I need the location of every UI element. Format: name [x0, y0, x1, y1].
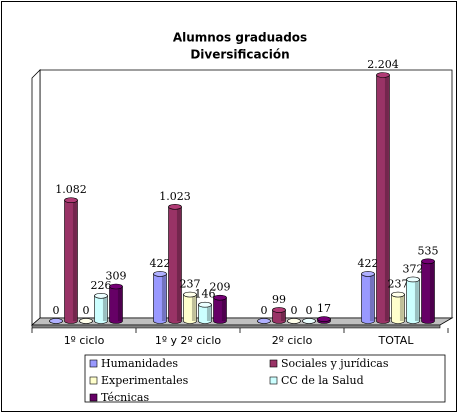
x-tick-label: 2º ciclo: [272, 334, 313, 347]
legend-label: Sociales y jurídicas: [281, 357, 389, 370]
bar: [376, 72, 390, 324]
bar-top: [317, 316, 331, 322]
bar-top: [361, 271, 375, 277]
bar-top: [421, 258, 435, 265]
legend-swatch: [89, 376, 98, 385]
legend-label: CC de la Salud: [281, 374, 364, 387]
bar-top: [183, 291, 197, 298]
bar: [391, 291, 405, 324]
bar-shade: [102, 295, 107, 321]
bar: [213, 294, 227, 324]
bar: [287, 318, 301, 324]
x-tick-label: 1º ciclo: [64, 334, 105, 347]
data-label: 237: [388, 278, 409, 291]
bar: [153, 271, 167, 324]
bar-shade: [176, 206, 181, 321]
data-label: 0: [306, 304, 313, 317]
data-label: 535: [418, 244, 439, 257]
data-label: 372: [403, 262, 424, 275]
bar-top: [302, 318, 316, 324]
data-label: 146: [195, 288, 216, 301]
legend-swatch: [269, 376, 278, 385]
legend-swatch: [89, 359, 98, 368]
bar-top: [376, 72, 390, 78]
bar-top: [213, 294, 227, 301]
bar: [183, 291, 197, 324]
legend: [84, 354, 446, 403]
bar: [94, 292, 108, 324]
data-label: 209: [210, 281, 231, 294]
legend-swatch: [89, 393, 98, 402]
bar: [302, 318, 316, 324]
bar-top: [168, 204, 182, 210]
bar: [406, 276, 420, 324]
bar-top: [287, 318, 301, 324]
legend-label: Técnicas: [101, 391, 149, 404]
bar: [109, 283, 123, 324]
bar-top: [64, 197, 78, 204]
data-label: 17: [317, 302, 331, 315]
bar-shade: [280, 309, 285, 321]
data-label: 0: [53, 304, 60, 317]
bar-shade: [161, 273, 166, 321]
bar-top: [49, 318, 63, 324]
chart-subtitle: Diversificación: [190, 48, 289, 62]
bar-top: [153, 271, 167, 277]
bar-shade: [369, 273, 374, 321]
legend-label: Experimentales: [101, 374, 189, 387]
bar-top: [109, 283, 123, 290]
bar-top: [198, 301, 212, 308]
data-label: 0: [261, 304, 268, 317]
bar: [257, 318, 271, 324]
bar: [421, 258, 435, 324]
bar-top: [79, 318, 93, 324]
bar: [79, 318, 93, 324]
bar-top: [391, 291, 405, 298]
bar-shade: [191, 294, 196, 321]
bar-shade: [384, 75, 389, 321]
legend-label: Humanidades: [101, 357, 178, 370]
floor-edge: [31, 324, 441, 329]
data-label: 422: [150, 257, 171, 270]
bar: [272, 307, 286, 324]
x-tick-label: TOTAL: [378, 334, 415, 347]
data-label: 0: [291, 304, 298, 317]
bar-top: [272, 307, 286, 313]
bar-shade: [206, 304, 211, 321]
legend-swatch: [269, 359, 278, 368]
bar-shade: [429, 261, 434, 321]
bar-shade: [117, 286, 122, 321]
x-tick-label: 1º y 2º ciclo: [155, 334, 222, 347]
bar-shade: [221, 297, 226, 321]
data-label: 0: [83, 304, 90, 317]
bar-top: [257, 318, 271, 324]
data-label: 237: [180, 278, 201, 291]
bar: [49, 318, 63, 324]
bar-shade: [72, 200, 77, 321]
bar: [361, 271, 375, 324]
bar-shade: [414, 279, 419, 321]
bar: [168, 204, 182, 324]
data-label: 1.082: [55, 183, 87, 196]
data-label: 2.204: [367, 58, 399, 71]
data-label: 226: [91, 279, 112, 292]
bar-shade: [399, 294, 404, 321]
side-wall: [31, 69, 41, 326]
chart-title: Alumnos graduados: [173, 31, 307, 45]
bar: [64, 197, 78, 324]
data-label: 309: [106, 270, 127, 283]
data-label: 1.023: [159, 190, 191, 203]
bar: [198, 301, 212, 324]
bar-top: [406, 276, 420, 283]
data-label: 422: [358, 257, 379, 270]
bar: [317, 316, 331, 324]
bar-top: [94, 292, 108, 299]
data-label: 99: [272, 293, 286, 306]
